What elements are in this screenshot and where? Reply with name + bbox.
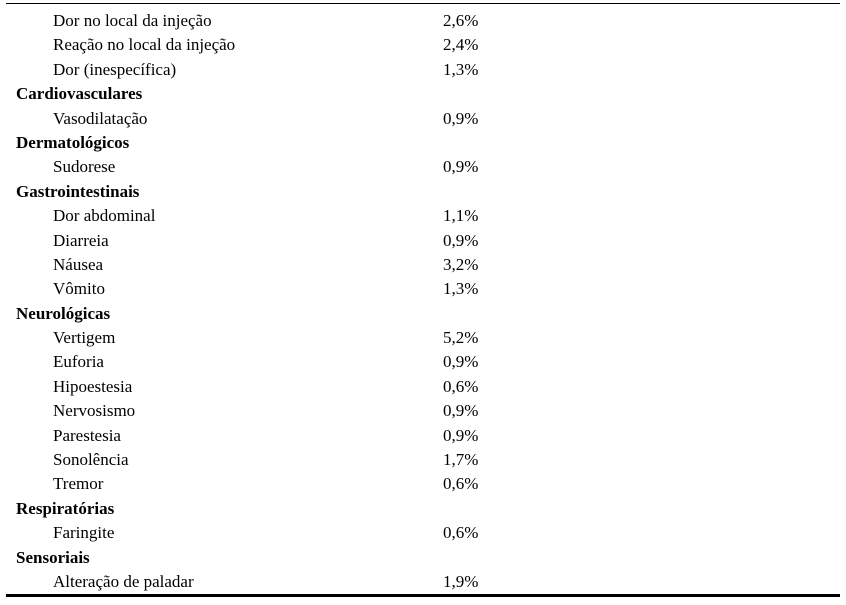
effect-label: Alteração de paladar	[53, 571, 194, 591]
table-body: Dor no local da injeção 2,6% Reação no lo…	[6, 9, 840, 594]
effect-label: Náusea	[53, 254, 104, 274]
category-label: Gastrointestinais	[16, 181, 140, 201]
effect-label: Hipoestesia	[53, 376, 133, 396]
category-label: Dermatológicos	[16, 132, 130, 152]
category-label: Sensoriais	[16, 547, 90, 567]
table-row: Alteração de paladar 1,9%	[6, 570, 840, 594]
category-header-row: Sensoriais	[6, 546, 840, 570]
frequency-value: 0,6%	[443, 474, 479, 494]
frequency-value: 1,1%	[443, 206, 479, 226]
table-row: Dor no local da injeção 2,6%	[6, 9, 840, 33]
table-row: Nervosismo 0,9%	[6, 399, 840, 423]
category-header-row: Cardiovasculares	[6, 82, 840, 106]
frequency-value: 1,7%	[443, 450, 479, 470]
effect-label: Vertigem	[53, 328, 116, 348]
frequency-value: 1,3%	[443, 59, 479, 79]
frequency-value: 0,9%	[443, 230, 479, 250]
table-row: Vômito 1,3%	[6, 277, 840, 301]
effect-label: Sonolência	[53, 450, 129, 470]
frequency-value: 5,2%	[443, 328, 479, 348]
table-row: Dor (inespecífica) 1,3%	[6, 58, 840, 82]
category-header-row: Gastrointestinais	[6, 180, 840, 204]
frequency-value: 3,2%	[443, 254, 479, 274]
frequency-value: 2,6%	[443, 11, 479, 30]
frequency-value: 0,9%	[443, 108, 479, 128]
table-top-rule	[6, 3, 840, 4]
frequency-value: 1,3%	[443, 279, 479, 299]
table-row: Tremor 0,6%	[6, 472, 840, 496]
effect-label: Vasodilatação	[53, 108, 148, 128]
effect-label: Nervosismo	[53, 401, 136, 421]
table-row: Reação no local da injeção 2,4%	[6, 33, 840, 57]
table-row: Sonolência 1,7%	[6, 448, 840, 472]
effect-label: Vômito	[53, 279, 105, 299]
frequency-value: 0,9%	[443, 352, 479, 372]
category-label: Cardiovasculares	[16, 84, 143, 104]
table-row: Dor abdominal 1,1%	[6, 204, 840, 228]
table-row: Diarreia 0,9%	[6, 229, 840, 253]
effect-label: Tremor	[53, 474, 104, 494]
effect-label: Dor abdominal	[53, 206, 156, 226]
effect-label: Sudorese	[53, 157, 116, 177]
effect-label: Reação no local da injeção	[53, 35, 236, 55]
table-row: Sudorese 0,9%	[6, 155, 840, 179]
category-label: Neurológicas	[16, 303, 111, 323]
effect-label: Dor (inespecífica)	[53, 59, 177, 79]
table-row: Vasodilatação 0,9%	[6, 107, 840, 131]
table-row: Parestesia 0,9%	[6, 424, 840, 448]
frequency-value: 0,6%	[443, 376, 479, 396]
frequency-value: 2,4%	[443, 35, 479, 55]
frequency-value: 0,9%	[443, 401, 479, 421]
frequency-value: 0,9%	[443, 157, 479, 177]
effect-label: Euforia	[53, 352, 104, 372]
table-row: Vertigem 5,2%	[6, 326, 840, 350]
effect-label: Faringite	[53, 523, 115, 543]
category-header-row: Respiratórias	[6, 497, 840, 521]
category-header-row: Dermatológicos	[6, 131, 840, 155]
category-header-row: Neurológicas	[6, 302, 840, 326]
effect-label: Dor no local da injeção	[53, 11, 212, 30]
table-row: Faringite 0,6%	[6, 521, 840, 545]
table-bottom-rule	[6, 594, 840, 597]
effect-label: Parestesia	[53, 425, 121, 445]
frequency-value: 0,6%	[443, 523, 479, 543]
table-row: Hipoestesia 0,6%	[6, 375, 840, 399]
adverse-effects-table: Dor no local da injeção 2,6% Reação no lo…	[6, 0, 840, 605]
frequency-value: 0,9%	[443, 425, 479, 445]
frequency-value: 1,9%	[443, 571, 479, 591]
effect-label: Diarreia	[53, 230, 109, 250]
table-row: Náusea 3,2%	[6, 253, 840, 277]
table-row: Euforia 0,9%	[6, 350, 840, 374]
category-label: Respiratórias	[16, 498, 115, 518]
